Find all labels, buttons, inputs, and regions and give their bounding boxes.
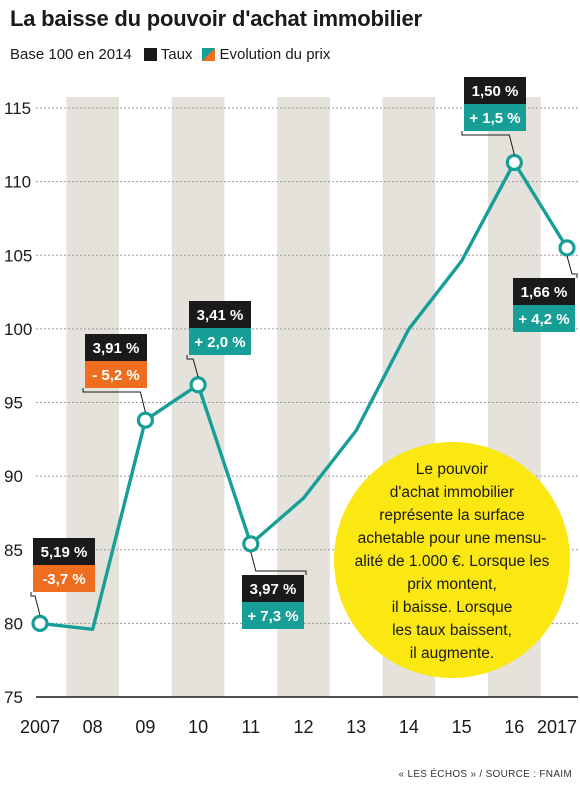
note-line: d'achat immobilier [390,484,514,501]
chart-subtitle-legend: Base 100 en 2014 Taux Evolution du prix [10,46,330,63]
y-tick-label: 110 [4,173,31,192]
x-tick-label: 11 [241,717,260,737]
data-point-marker [558,239,576,257]
callout-prix-box [85,361,147,388]
callout-taux-box [513,278,575,305]
data-point-marker [505,153,523,172]
x-axis-labels: 2007 08 09 10 11 12 13 14 15 16 2017 [20,717,577,737]
x-tick-label: 15 [452,717,472,737]
y-axis-labels: 75 80 85 90 95 100 105 110 115 [4,99,32,707]
series-line [38,160,569,631]
data-point-marker [136,411,154,429]
y-tick-label: 80 [4,614,23,633]
y-tick-label: 100 [4,320,32,339]
note-line: Le pouvoir [416,461,488,478]
legend-label-taux: Taux [160,46,193,63]
callout-taux-box [33,538,95,565]
data-point-marker [242,535,260,553]
x-tick-label: 09 [135,717,155,737]
note-line: prix montent, [407,576,497,593]
note-line: il baisse. Lorsque [392,599,513,616]
callout-prix-box [189,328,251,355]
callout-leader [82,388,146,413]
source-credit: « LES ÉCHOS » / SOURCE : FNAIM [398,769,572,780]
callout-taux-label: 1,50 % [472,83,519,100]
callout-leader [461,131,515,155]
callout-taux-label: 3,97 % [250,581,297,598]
explanation-note: Le pouvoir d'achat immobilier représente l… [334,442,570,678]
callout-leader [186,355,199,377]
callout-prix-box [242,602,304,629]
data-points [31,153,576,632]
y-tick-label: 90 [4,467,23,486]
callout-prix-label: + 1,5 % [469,110,520,127]
callout-prix-label: + 2,0 % [194,334,245,351]
callout-leader [566,255,578,278]
callout-taux-label: 3,41 % [197,307,244,324]
chart-title: La baisse du pouvoir d'achat immobilier [10,6,422,31]
callout-prix-label: + 4,2 % [518,311,569,328]
callout-taux-label: 5,19 % [41,544,88,561]
x-tick-label: 10 [188,717,208,737]
callout-prix-box [464,104,526,131]
callout-leader [30,592,41,616]
note-line: les taux baissent, [392,622,512,639]
y-tick-label: 85 [4,541,23,560]
legend-swatch-prix [202,48,216,61]
x-tick-label: 12 [293,717,313,737]
callout-taux-label: 1,66 % [521,284,568,301]
line-chart: 75 80 85 90 95 100 105 110 115 2007 08 09 10 11 12 13 1… [4,77,578,737]
callout-prix-label: - 5,2 % [92,367,140,384]
data-point-marker [31,614,49,632]
x-tick-label: 08 [83,717,103,737]
y-tick-label: 75 [4,688,23,707]
chart-grid [36,107,578,698]
x-tick-label: 2007 [20,717,60,737]
x-tick-label: 2017 [537,717,577,737]
callout-taux-box [464,77,526,104]
data-point-marker [189,376,207,394]
note-line: alité de 1.000 €. Lorsque les [355,553,550,570]
callout-taux-label: 3,91 % [93,340,140,357]
legend-label-prix: Evolution du prix [219,46,331,63]
callout-taux-box [189,301,251,328]
note-line: représente la surface [379,507,525,524]
x-tick-label: 14 [399,717,419,737]
callout-prix-label: -3,7 % [42,571,85,588]
note-line: achetable pour une mensu- [358,530,547,547]
x-tick-label: 16 [504,717,524,737]
y-tick-label: 95 [4,394,23,413]
callout-prix-box [513,305,575,332]
subtitle-base: Base 100 en 2014 [10,46,132,63]
callout-taux-box [242,575,304,602]
callout-taux-box [85,334,147,361]
callout-leader [250,551,307,575]
y-tick-label: 105 [4,246,32,265]
year-band [66,97,120,697]
y-tick-label: 115 [4,99,31,118]
rate-price-callouts: 5,19 % -3,7 % 3,91 % - 5,2 % 3,41 % + 2,0 % 3,… [30,77,578,629]
note-circle [334,442,570,678]
note-line: il augmente. [410,645,494,662]
series-line-path [38,160,569,631]
callout-prix-label: + 7,3 % [247,608,298,625]
x-tick-label: 13 [346,717,366,737]
callout-prix-box [33,565,95,592]
legend-swatch-taux [143,48,157,61]
